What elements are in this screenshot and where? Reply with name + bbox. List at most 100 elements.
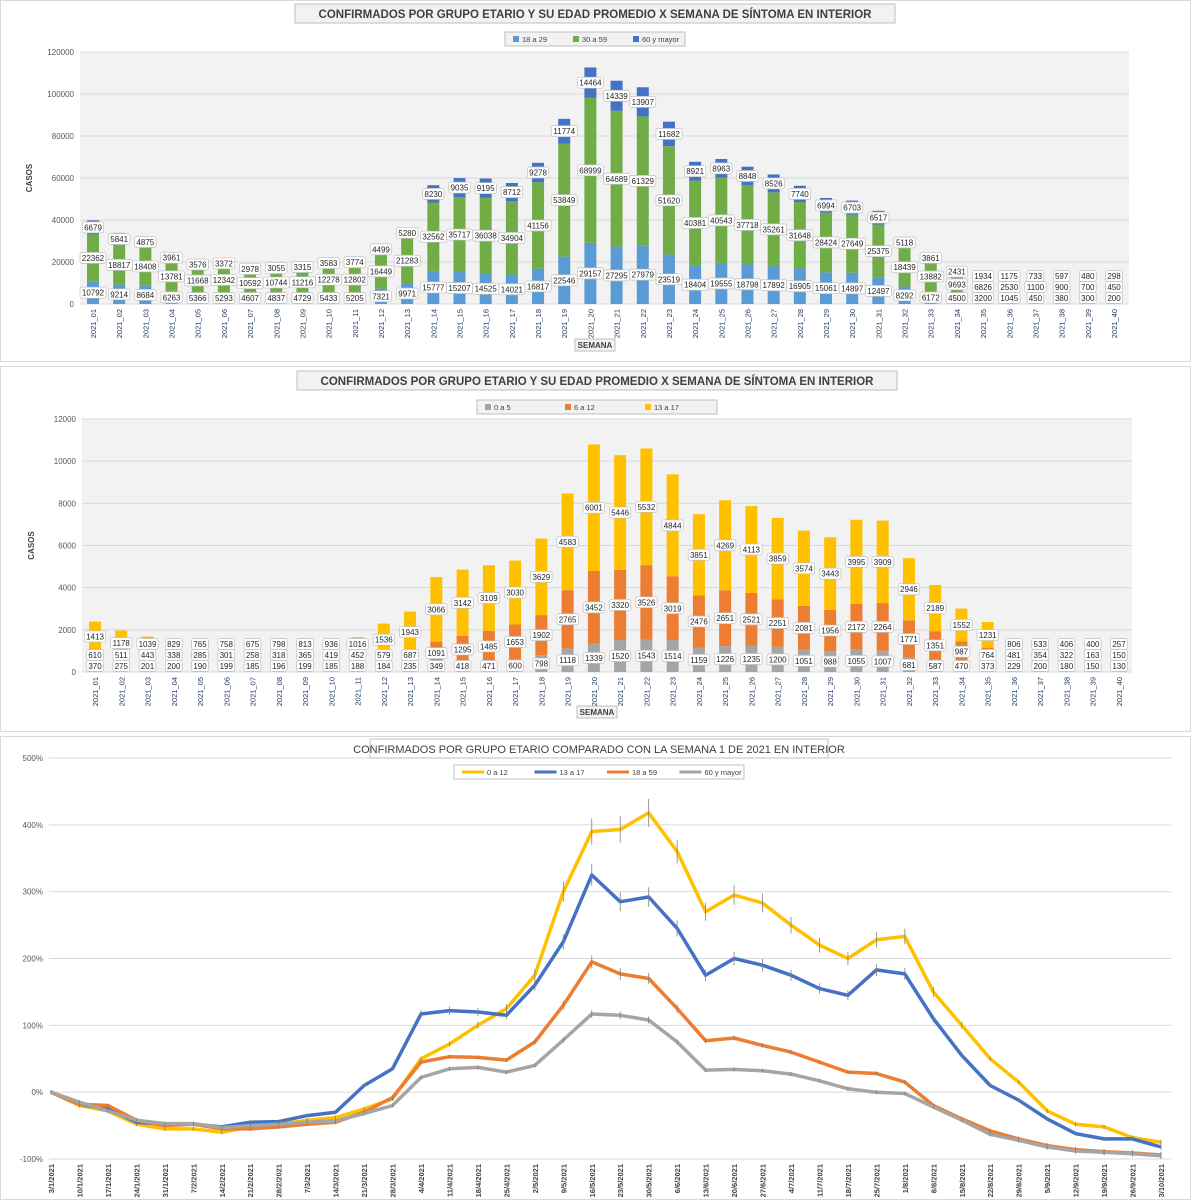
x-tick-label: 2021_31 xyxy=(879,677,888,706)
x-tick-label: 2021_36 xyxy=(1005,309,1014,338)
data-label-box xyxy=(635,596,658,609)
data-label-box xyxy=(714,653,737,665)
data-label: 610 xyxy=(88,651,102,660)
y-tick-label: 0% xyxy=(31,1088,43,1097)
data-label-box xyxy=(527,166,550,179)
data-label-box xyxy=(917,270,945,283)
data-label-box xyxy=(821,655,839,668)
data-label: 4269 xyxy=(716,541,734,550)
data-label-box xyxy=(1052,270,1071,282)
data-label: 15777 xyxy=(422,283,445,292)
data-label: 300 xyxy=(1081,294,1095,303)
x-axis-title-box xyxy=(574,338,616,352)
data-label-box xyxy=(740,543,763,556)
x-tick-label: 2021_17 xyxy=(511,677,520,706)
data-label: 322 xyxy=(1060,651,1074,660)
data-label-box xyxy=(556,654,579,667)
x-tick-label: 2021_12 xyxy=(377,309,386,338)
data-label: 758 xyxy=(220,640,234,649)
data-label-box xyxy=(661,519,684,532)
data-label-box xyxy=(792,622,815,634)
x-tick-label: 2021_07 xyxy=(249,677,258,706)
x-tick-label: 2021_14 xyxy=(429,309,438,338)
data-label-box xyxy=(926,659,944,672)
data-label-box xyxy=(867,211,890,224)
data-label: 27979 xyxy=(632,271,655,280)
x-tick-label: 2021_18 xyxy=(537,677,546,706)
x-tick-label: 2021_17 xyxy=(508,309,517,338)
data-label: 6826 xyxy=(974,283,992,292)
data-label-box xyxy=(160,251,183,264)
data-label: 6703 xyxy=(843,204,861,213)
data-label: 400 xyxy=(1086,640,1100,649)
x-tick-label: 2021_22 xyxy=(642,677,651,706)
data-label: 5293 xyxy=(215,294,233,303)
x-tick-label: 2021_20 xyxy=(586,309,595,338)
x-tick-label: 7/2/2021 xyxy=(189,1164,198,1193)
x-tick-label: 19/9/2021 xyxy=(1100,1164,1109,1197)
stacked-bar-chart-minors: 0 2000 4000 6000 8000 10000 12000 CONFIRMADOS P… xyxy=(27,370,1132,719)
data-label: 3019 xyxy=(664,604,682,613)
data-label: 8230 xyxy=(424,190,442,199)
data-label: 41156 xyxy=(527,221,549,230)
data-label: 1159 xyxy=(690,656,708,665)
data-label: 2264 xyxy=(874,623,892,632)
data-label-box xyxy=(684,165,707,178)
data-label: 61329 xyxy=(632,177,655,186)
x-tick-label: 2021_33 xyxy=(931,677,940,706)
data-label: 471 xyxy=(482,662,496,671)
data-label: 2946 xyxy=(900,585,918,594)
x-tick-label: 2021_18 xyxy=(534,309,543,338)
data-label-box xyxy=(919,251,942,264)
data-label: 51620 xyxy=(658,196,681,205)
data-label-box xyxy=(369,290,393,303)
data-label-box xyxy=(186,292,209,304)
data-label: 597 xyxy=(1055,272,1069,281)
data-label-box xyxy=(86,649,104,661)
data-label: 675 xyxy=(246,640,260,649)
data-label: 1552 xyxy=(953,621,971,630)
data-label: 1902 xyxy=(532,631,550,640)
data-label: 10592 xyxy=(239,279,262,288)
legend xyxy=(453,764,745,780)
data-label: 829 xyxy=(167,640,181,649)
data-label: 2431 xyxy=(948,268,966,277)
data-label: 1339 xyxy=(585,654,603,663)
data-label-box xyxy=(661,602,684,615)
data-label-box xyxy=(945,292,968,304)
data-label: 1413 xyxy=(86,632,104,641)
x-tick-label: 2021_23 xyxy=(669,677,678,706)
data-label: 229 xyxy=(1007,662,1021,671)
x-tick-label: 2021_26 xyxy=(743,309,752,338)
data-label: 370 xyxy=(88,662,102,671)
data-label: 27295 xyxy=(605,271,628,280)
x-tick-label: 2021_25 xyxy=(717,309,726,338)
data-label: 235 xyxy=(403,662,417,671)
x-tick-label: 2021_38 xyxy=(1062,677,1071,706)
data-label: 1485 xyxy=(480,642,498,651)
data-label: 14464 xyxy=(579,79,602,88)
data-label-box xyxy=(838,237,866,250)
data-label: 900 xyxy=(1055,283,1069,292)
data-label: 8848 xyxy=(739,172,757,181)
data-label: 4583 xyxy=(559,538,577,547)
data-label-box xyxy=(453,660,472,672)
data-label: 764 xyxy=(981,651,995,660)
legend-swatch xyxy=(573,36,579,42)
data-label-box xyxy=(425,603,448,616)
data-label: 1178 xyxy=(113,639,131,648)
data-label: 3861 xyxy=(922,254,940,263)
data-label: 8684 xyxy=(136,291,154,300)
data-label-box xyxy=(341,273,369,286)
data-label: 1055 xyxy=(848,657,866,666)
x-tick-label: 12/9/2021 xyxy=(1072,1164,1081,1197)
data-label: 13907 xyxy=(632,98,655,107)
data-label-box xyxy=(474,182,497,195)
data-label: 3109 xyxy=(480,594,498,603)
data-label: 700 xyxy=(1081,283,1095,292)
data-label-box xyxy=(477,592,500,604)
data-label-box xyxy=(399,626,422,638)
data-label-box xyxy=(369,243,393,256)
series-line xyxy=(50,1012,1162,1158)
data-label: 9195 xyxy=(477,184,495,193)
